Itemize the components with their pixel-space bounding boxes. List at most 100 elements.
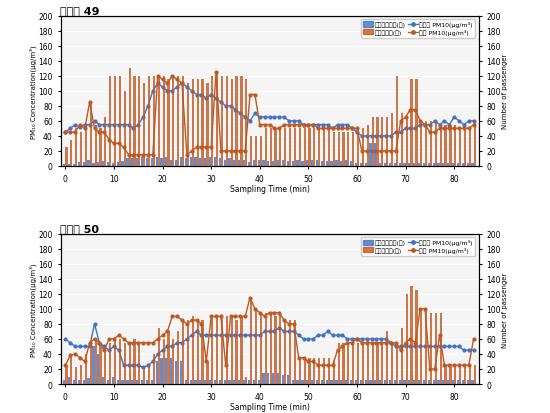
Bar <box>206 84 208 166</box>
Bar <box>233 161 235 166</box>
Bar <box>161 358 163 384</box>
Bar <box>384 164 386 166</box>
Bar <box>112 164 114 166</box>
Bar <box>299 129 301 166</box>
Bar <box>284 320 286 384</box>
Bar <box>474 121 476 166</box>
Bar <box>240 76 243 166</box>
Bar <box>394 164 396 166</box>
Bar <box>141 380 143 384</box>
Bar <box>384 380 386 384</box>
Bar <box>396 343 398 384</box>
Bar <box>439 313 442 384</box>
Bar <box>75 368 77 384</box>
Bar <box>391 343 393 384</box>
Bar <box>405 118 408 166</box>
Bar <box>469 366 471 384</box>
Bar <box>65 366 68 384</box>
Bar <box>92 164 95 166</box>
Bar <box>136 159 138 166</box>
Bar <box>454 366 456 384</box>
Bar <box>219 380 221 384</box>
Bar <box>85 354 87 384</box>
Bar <box>360 380 362 384</box>
Bar <box>296 380 299 384</box>
Bar <box>391 114 393 166</box>
Bar <box>187 84 189 166</box>
Bar <box>340 380 343 384</box>
Bar <box>180 362 182 384</box>
Bar <box>408 380 410 384</box>
Bar <box>357 343 359 384</box>
Bar <box>309 129 311 166</box>
Bar <box>434 121 437 166</box>
Bar <box>362 129 364 166</box>
Bar <box>425 309 427 384</box>
Bar <box>372 118 374 166</box>
Bar <box>350 380 352 384</box>
Bar <box>379 380 381 384</box>
Bar <box>452 164 454 166</box>
Bar <box>284 129 286 166</box>
Bar <box>428 164 430 166</box>
Bar <box>219 159 221 166</box>
Bar <box>287 162 289 166</box>
Bar <box>466 380 469 384</box>
Bar <box>449 125 452 166</box>
Bar <box>386 118 388 166</box>
Bar <box>114 76 116 166</box>
Bar <box>423 380 425 384</box>
Bar <box>328 358 330 384</box>
Bar <box>316 380 318 384</box>
Bar <box>343 343 345 384</box>
Bar <box>92 347 95 384</box>
Bar <box>192 317 194 384</box>
Bar <box>296 161 299 166</box>
Bar <box>360 164 362 166</box>
Bar <box>245 377 248 384</box>
Bar <box>100 129 102 166</box>
Bar <box>287 375 289 384</box>
Bar <box>190 157 192 166</box>
Bar <box>437 380 439 384</box>
Bar <box>87 378 90 384</box>
Bar <box>357 129 359 166</box>
Bar <box>214 380 216 384</box>
Bar <box>418 164 420 166</box>
Y-axis label: Number of passenger: Number of passenger <box>502 54 508 129</box>
X-axis label: Sampling Time (min): Sampling Time (min) <box>229 185 310 194</box>
Bar <box>148 76 150 166</box>
Bar <box>82 163 85 166</box>
Bar <box>274 129 277 166</box>
Bar <box>192 80 194 166</box>
Bar <box>403 164 405 166</box>
Bar <box>423 164 425 166</box>
Bar <box>199 380 201 384</box>
Bar <box>141 157 143 166</box>
Bar <box>270 313 272 384</box>
Bar <box>180 157 182 166</box>
Bar <box>63 380 65 384</box>
Bar <box>326 380 328 384</box>
Bar <box>260 137 262 166</box>
Bar <box>457 380 459 384</box>
Bar <box>466 164 469 166</box>
Bar <box>314 358 316 384</box>
Bar <box>104 118 107 166</box>
Bar <box>223 161 225 166</box>
Bar <box>65 148 68 166</box>
Bar <box>442 164 444 166</box>
Bar <box>158 328 160 384</box>
Bar <box>204 159 206 166</box>
Bar <box>211 76 213 166</box>
Bar <box>415 290 417 384</box>
Bar <box>306 161 309 166</box>
Bar <box>211 317 213 384</box>
Bar <box>73 380 75 384</box>
Bar <box>172 76 174 166</box>
Bar <box>185 380 187 384</box>
Bar <box>167 80 169 166</box>
Bar <box>418 380 420 384</box>
Bar <box>201 320 203 384</box>
Bar <box>413 380 415 384</box>
